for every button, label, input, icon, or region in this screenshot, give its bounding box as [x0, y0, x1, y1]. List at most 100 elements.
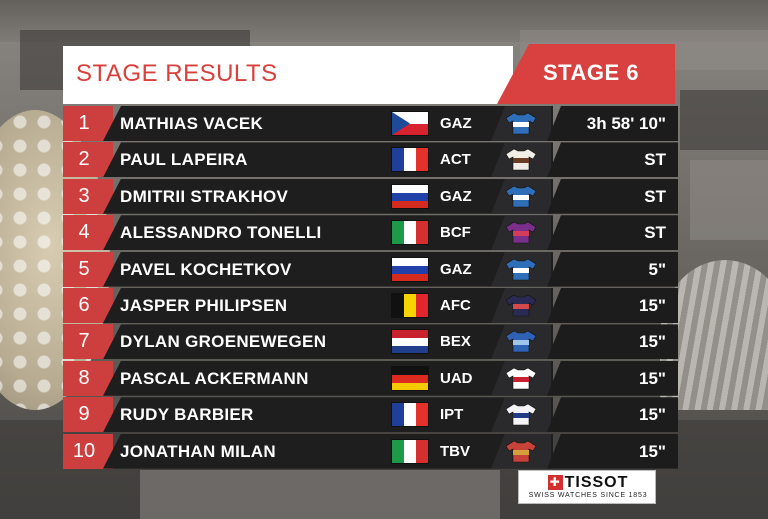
time-band	[547, 178, 678, 214]
time-band	[547, 251, 678, 287]
result-row: 7 DYLAN GROENEWEGEN BEX 15"	[63, 324, 678, 360]
result-row: 10 JONATHAN MILAN TBV 15"	[63, 433, 678, 469]
name-band	[103, 360, 553, 396]
position-number: 8	[78, 366, 90, 389]
germany-flag-icon	[391, 365, 429, 391]
italy-flag-icon	[391, 438, 429, 464]
russia-flag-icon	[391, 256, 429, 282]
page-title: STAGE RESULTS	[76, 60, 278, 87]
tissot-cross-icon: ✚	[547, 475, 563, 490]
russia-flag-icon	[391, 183, 429, 209]
rider-name: DYLAN GROENEWEGEN	[120, 332, 327, 352]
rider-name: ALESSANDRO TONELLI	[120, 223, 322, 243]
team-code: TBV	[440, 442, 470, 460]
france-flag-icon	[391, 147, 429, 173]
sponsor-logo: ✚ TISSOT SWISS WATCHES SINCE 1853	[518, 470, 656, 504]
time-band	[547, 324, 678, 360]
result-row: 2 PAUL LAPEIRA ACT ST	[63, 142, 678, 178]
finish-time: ST	[644, 186, 666, 206]
position-number: 7	[78, 330, 90, 353]
team-code: GAZ	[440, 260, 472, 278]
finish-time: ST	[644, 150, 666, 170]
rider-name: JONATHAN MILAN	[120, 441, 276, 461]
finish-time: 15"	[639, 368, 666, 388]
rider-name: DMITRII STRAKHOV	[120, 186, 289, 206]
spire-structure	[660, 260, 768, 410]
result-row: 1 MATHIAS VACEK GAZ 3h 58' 10"	[63, 106, 678, 141]
alpecin-jersey-icon	[504, 294, 538, 317]
position-number: 3	[78, 184, 90, 207]
uae-jersey-icon	[504, 367, 538, 390]
result-row: 9 RUDY BARBIER IPT 15"	[63, 397, 678, 433]
rider-name: PAUL LAPEIRA	[120, 150, 248, 170]
position-number: 5	[78, 257, 90, 280]
team-code: BCF	[440, 224, 471, 242]
position-box	[63, 360, 113, 396]
name-band	[103, 106, 553, 141]
sponsor-tagline: SWISS WATCHES SINCE 1853	[528, 492, 648, 499]
gazprom-jersey-icon	[504, 258, 538, 281]
finish-time: 15"	[639, 405, 666, 425]
belgium-flag-icon	[391, 293, 429, 318]
header-panel	[63, 46, 513, 104]
team-code: AFC	[440, 297, 471, 314]
rider-name: MATHIAS VACEK	[120, 114, 264, 133]
name-band	[103, 324, 553, 360]
finish-time: 5"	[648, 259, 666, 279]
time-band	[547, 106, 678, 141]
team-code: GAZ	[440, 115, 472, 132]
position-box	[63, 397, 113, 433]
result-row: 5 PAVEL KOCHETKOV GAZ 5"	[63, 251, 678, 287]
bikeexchange-jersey-icon	[504, 330, 538, 353]
name-band	[103, 215, 553, 251]
name-band	[103, 178, 553, 214]
results-table: 1 MATHIAS VACEK GAZ 3h 58' 10" 2 PAUL LA…	[63, 106, 678, 470]
name-band	[103, 288, 553, 323]
result-row: 3 DMITRII STRAKHOV GAZ ST	[63, 178, 678, 214]
sponsor-name: TISSOT	[564, 474, 629, 491]
stage-badge	[497, 44, 675, 104]
position-number: 2	[78, 148, 90, 171]
position-number: 9	[78, 403, 90, 426]
position-number: 10	[72, 439, 96, 462]
team-code: IPT	[440, 406, 464, 424]
name-band	[103, 433, 553, 469]
gazprom-jersey-icon	[504, 185, 538, 208]
position-box	[63, 433, 113, 469]
position-box	[63, 288, 113, 323]
team-code: UAD	[440, 369, 473, 387]
position-box	[63, 324, 113, 360]
stage-label: STAGE 6	[543, 60, 640, 85]
finish-time: ST	[644, 223, 666, 243]
israel-jersey-icon	[504, 403, 538, 426]
name-band	[103, 251, 553, 287]
time-band	[547, 397, 678, 433]
czech-flag-icon	[391, 111, 429, 136]
rider-name: RUDY BARBIER	[120, 405, 254, 425]
netherlands-flag-icon	[391, 329, 429, 355]
name-band	[103, 397, 553, 433]
team-code: GAZ	[440, 187, 472, 205]
position-box	[63, 251, 113, 287]
name-band	[103, 142, 553, 178]
italy-flag-icon	[391, 220, 429, 246]
rider-name: JASPER PHILIPSEN	[120, 296, 288, 315]
time-band	[547, 360, 678, 396]
france-flag-icon	[391, 402, 429, 428]
ag2r-jersey-icon	[504, 148, 538, 171]
result-row: 8 PASCAL ACKERMANN UAD 15"	[63, 360, 678, 396]
rider-name: PAVEL KOCHETKOV	[120, 259, 292, 279]
bardiani-jersey-icon	[504, 221, 538, 244]
time-band	[547, 215, 678, 251]
position-box	[63, 215, 113, 251]
position-number: 1	[78, 112, 90, 134]
finish-time: 15"	[639, 296, 666, 315]
result-row: 6 JASPER PHILIPSEN AFC 15"	[63, 288, 678, 323]
position-box	[63, 106, 113, 141]
position-number: 4	[78, 221, 90, 244]
time-band	[547, 142, 678, 178]
position-box	[63, 178, 113, 214]
result-row: 4 ALESSANDRO TONELLI BCF ST	[63, 215, 678, 251]
team-code: BEX	[440, 333, 471, 351]
finish-time: 15"	[639, 332, 666, 352]
